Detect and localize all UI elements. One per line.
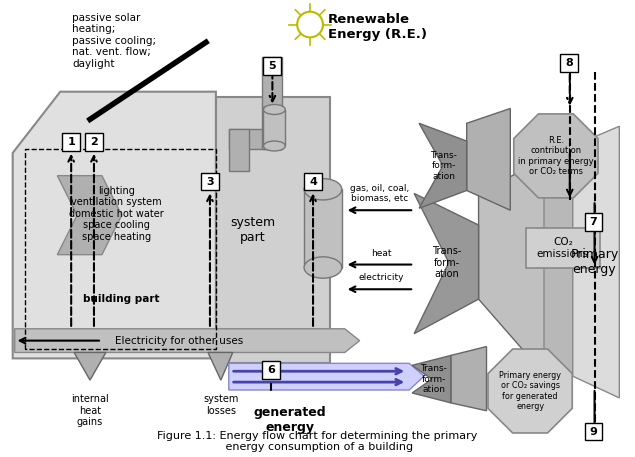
Polygon shape	[585, 423, 603, 441]
Polygon shape	[262, 57, 283, 106]
Polygon shape	[208, 352, 233, 380]
Text: CO₂
emissions: CO₂ emissions	[537, 237, 589, 259]
Text: gas, oil, coal,
biomass, etc: gas, oil, coal, biomass, etc	[350, 184, 409, 203]
Polygon shape	[304, 189, 342, 267]
Polygon shape	[585, 213, 603, 231]
Text: Electricity for other uses: Electricity for other uses	[115, 335, 243, 345]
Polygon shape	[414, 193, 479, 334]
Text: lighting
ventilation system
domestic hot water
space cooling
space heating: lighting ventilation system domestic hot…	[69, 186, 164, 242]
Text: 6: 6	[267, 365, 276, 375]
Text: generated
energy: generated energy	[254, 406, 326, 434]
Polygon shape	[560, 54, 578, 72]
Text: 8: 8	[565, 58, 573, 68]
Polygon shape	[514, 114, 598, 198]
Text: Renewable
Energy (R.E.): Renewable Energy (R.E.)	[328, 13, 427, 41]
Polygon shape	[467, 108, 511, 210]
Circle shape	[297, 12, 323, 37]
Polygon shape	[264, 57, 281, 75]
Text: electricity: electricity	[359, 273, 404, 282]
Polygon shape	[57, 175, 122, 255]
Polygon shape	[229, 129, 283, 149]
Polygon shape	[13, 92, 216, 358]
Text: 5: 5	[269, 61, 276, 71]
Ellipse shape	[304, 257, 342, 278]
Polygon shape	[216, 96, 330, 363]
Text: building part: building part	[83, 294, 160, 304]
Polygon shape	[262, 361, 280, 379]
Ellipse shape	[264, 105, 285, 115]
Polygon shape	[544, 146, 573, 376]
Text: Primary energy
or CO₂ savings
for generated
energy: Primary energy or CO₂ savings for genera…	[499, 371, 561, 411]
Polygon shape	[85, 133, 103, 151]
Text: Figure 1.1: Energy flow chart for determining the primary
 energy consumption of: Figure 1.1: Energy flow chart for determ…	[157, 431, 478, 452]
Text: internal
heat
gains: internal heat gains	[71, 394, 109, 427]
Text: system
part: system part	[230, 216, 275, 244]
Text: Primary
energy: Primary energy	[570, 248, 618, 276]
Polygon shape	[15, 329, 359, 352]
Polygon shape	[479, 158, 546, 376]
Polygon shape	[526, 228, 599, 267]
Polygon shape	[573, 126, 619, 398]
Text: 3: 3	[206, 176, 214, 186]
Polygon shape	[229, 363, 424, 390]
Text: 7: 7	[590, 217, 598, 227]
Ellipse shape	[264, 141, 285, 151]
Text: passive solar
heating;
passive cooling;
nat. vent. flow;
daylight: passive solar heating; passive cooling; …	[72, 13, 156, 69]
Polygon shape	[262, 106, 283, 149]
Polygon shape	[74, 352, 106, 380]
Text: Trans-
form-
ation: Trans- form- ation	[420, 364, 448, 394]
Polygon shape	[62, 133, 80, 151]
Text: 2: 2	[90, 137, 98, 147]
Text: R.E.
contribution
in primary energy
or CO₂ terms: R.E. contribution in primary energy or C…	[518, 136, 594, 176]
Text: 4: 4	[309, 176, 317, 186]
Polygon shape	[229, 129, 249, 171]
Text: 1: 1	[67, 137, 75, 147]
Text: heat: heat	[371, 249, 392, 258]
Polygon shape	[412, 356, 451, 403]
Polygon shape	[304, 173, 322, 191]
Polygon shape	[264, 110, 285, 146]
Polygon shape	[488, 349, 572, 433]
Text: system
losses: system losses	[203, 394, 239, 415]
Text: Trans-
form-
ation: Trans- form- ation	[432, 246, 462, 279]
Ellipse shape	[304, 179, 342, 200]
Text: 9: 9	[590, 426, 598, 436]
Polygon shape	[419, 123, 467, 208]
Text: Trans-
form-
ation: Trans- form- ation	[431, 151, 457, 181]
Polygon shape	[201, 173, 219, 191]
Polygon shape	[451, 346, 486, 411]
